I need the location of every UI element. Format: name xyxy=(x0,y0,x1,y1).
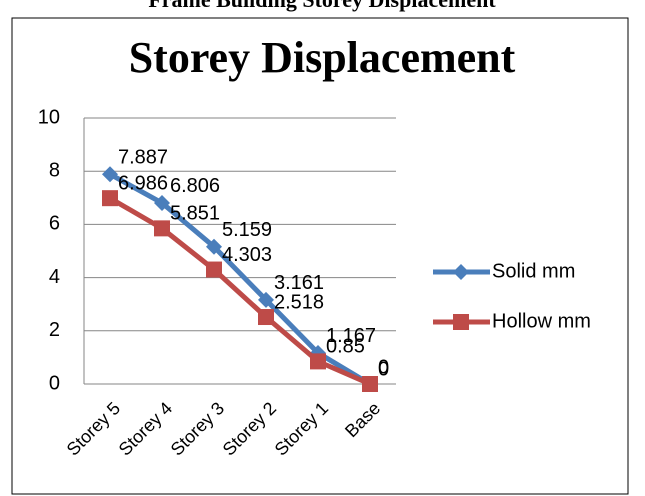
series-line xyxy=(108,172,372,387)
data-label: 0 xyxy=(378,358,389,380)
data-label: 2.518 xyxy=(274,291,324,313)
data-label: 6.806 xyxy=(170,175,220,197)
data-label: 1.167 xyxy=(326,325,376,347)
data-label: 6.986 xyxy=(118,172,168,194)
x-tick-label: Base xyxy=(341,398,384,441)
data-label: 5.851 xyxy=(170,203,220,225)
y-tick-label: 10 xyxy=(38,106,60,128)
marker xyxy=(310,353,326,370)
legend-label: Solid mm xyxy=(492,260,575,282)
data-label: 5.159 xyxy=(222,219,272,241)
marker xyxy=(258,309,274,326)
data-label: 0.85 xyxy=(326,336,365,358)
x-tick-label: Storey 5 xyxy=(63,398,125,460)
marker xyxy=(154,194,170,211)
data-label: 4.303 xyxy=(222,244,272,266)
marker xyxy=(102,166,118,183)
marker xyxy=(258,291,274,308)
chart-title: Storey Displacement xyxy=(129,33,516,82)
data-label: 0 xyxy=(378,356,389,378)
y-tick-label: 8 xyxy=(49,159,60,181)
marker xyxy=(154,220,170,237)
data-label: 3.161 xyxy=(274,272,324,294)
y-tick-label: 2 xyxy=(49,319,60,341)
marker xyxy=(362,376,378,392)
y-tick-label: 0 xyxy=(49,372,60,394)
data-label: 7.887 xyxy=(118,146,168,168)
marker xyxy=(102,190,118,207)
legend-marker xyxy=(453,314,469,330)
x-tick-label: Storey 1 xyxy=(271,398,333,460)
y-tick-label: 4 xyxy=(49,266,60,288)
x-tick-label: Storey 2 xyxy=(219,398,281,460)
marker xyxy=(206,238,222,255)
x-tick-label: Storey 3 xyxy=(167,398,229,460)
y-tick-label: 6 xyxy=(49,213,60,235)
page-heading: Frame Building Storey Displacement xyxy=(148,0,496,12)
x-tick-label: Storey 4 xyxy=(115,398,177,460)
marker xyxy=(206,261,222,278)
legend-label: Hollow mm xyxy=(492,310,591,332)
chart-frame xyxy=(11,17,629,495)
legend-marker xyxy=(453,264,469,280)
series-line xyxy=(108,196,371,387)
